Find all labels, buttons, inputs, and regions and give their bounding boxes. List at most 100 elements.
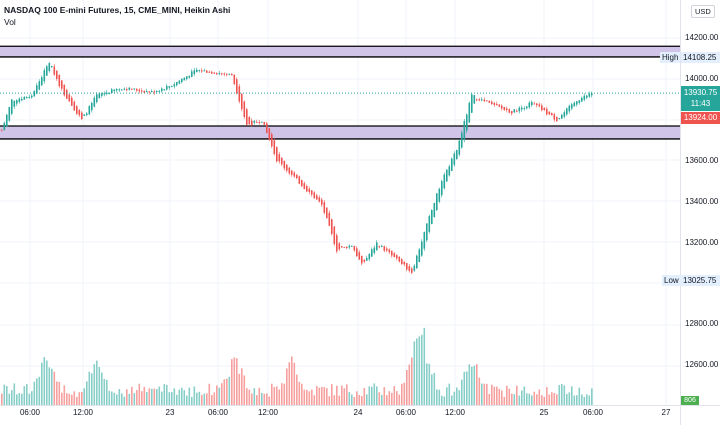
volume-bar — [411, 357, 413, 405]
candle — [356, 248, 358, 257]
candle — [33, 90, 36, 97]
candle — [431, 209, 433, 225]
volume-bar — [126, 389, 128, 405]
volume-bar — [16, 394, 18, 405]
volume-bar — [71, 394, 73, 405]
candle — [461, 132, 463, 148]
volume-bar — [161, 391, 163, 405]
price-tick: 13200.00 — [685, 237, 719, 247]
volume-bar — [478, 377, 481, 405]
volume-bar — [203, 393, 206, 405]
volume-bar — [51, 368, 53, 405]
candle — [208, 71, 211, 73]
volume-bar — [333, 395, 336, 405]
volume-bar — [366, 394, 368, 405]
volume-bar — [128, 393, 131, 405]
volume-bar — [236, 358, 238, 405]
candle — [413, 265, 416, 271]
candle — [416, 255, 418, 269]
volume-bar — [383, 387, 386, 405]
volume-bar — [286, 368, 288, 405]
low-value: 13025.75 — [681, 275, 720, 286]
volume-bar — [271, 383, 273, 405]
volume-bar — [548, 394, 551, 405]
candle — [563, 112, 566, 117]
volume-bar — [328, 396, 331, 405]
candle — [268, 128, 271, 141]
candle — [71, 97, 73, 106]
candle — [51, 65, 53, 68]
candle — [496, 103, 498, 106]
volume-bar — [151, 388, 153, 405]
candle — [331, 219, 333, 234]
volume-bar — [18, 393, 21, 405]
candle — [168, 86, 171, 88]
volume-bar — [308, 391, 311, 405]
candle — [213, 72, 216, 74]
volume-bar — [238, 373, 241, 405]
last-price-badge: 13930.75 11:43 — [681, 86, 720, 111]
candle — [556, 116, 558, 122]
volume-bar — [488, 393, 491, 405]
volume-bar — [266, 393, 268, 405]
candle — [228, 73, 231, 75]
candle — [388, 249, 391, 253]
candle — [548, 111, 551, 115]
candle — [233, 74, 236, 84]
candle — [396, 255, 398, 259]
volume-bar — [171, 392, 173, 405]
candle — [588, 93, 591, 97]
volume-bar — [551, 392, 553, 405]
candle — [243, 101, 246, 117]
candle — [128, 87, 131, 90]
volume-bar — [348, 392, 351, 405]
volume-bar — [33, 381, 36, 405]
candle — [378, 246, 381, 248]
volume-bar — [501, 390, 503, 405]
volume-bar — [486, 383, 488, 405]
bar-countdown: 11:43 — [690, 99, 711, 108]
volume-bar — [481, 383, 483, 405]
candle — [528, 102, 531, 108]
candle — [568, 105, 571, 112]
volume-bar — [146, 392, 148, 405]
candle — [241, 93, 243, 110]
candle — [493, 102, 496, 105]
time-tick: 06:00 — [19, 408, 41, 417]
volume-bar — [281, 383, 283, 405]
candle — [463, 121, 466, 141]
candle — [173, 84, 176, 87]
candle — [221, 73, 223, 75]
candle — [98, 93, 101, 99]
volume-bar — [158, 386, 161, 405]
candle — [138, 89, 141, 92]
candle — [21, 98, 23, 101]
volume-bar — [178, 389, 181, 405]
candle — [31, 95, 33, 98]
candle — [198, 69, 201, 71]
candle — [183, 77, 186, 81]
volume-bar — [101, 372, 103, 405]
candle — [116, 89, 118, 91]
candle — [543, 107, 546, 110]
volume-bar — [326, 388, 328, 405]
candle — [321, 199, 323, 205]
volume-bar — [388, 391, 391, 405]
currency-button[interactable]: USD — [691, 5, 715, 18]
volume-bar — [381, 394, 383, 405]
candle — [13, 100, 16, 107]
volume-bar — [111, 391, 113, 405]
candle — [58, 74, 61, 87]
candle — [383, 246, 386, 251]
volume-bar — [398, 394, 401, 405]
candle — [253, 120, 256, 123]
candle — [83, 114, 86, 116]
candle — [336, 235, 338, 252]
candle — [133, 88, 136, 90]
candle — [558, 118, 561, 120]
volume-bar — [116, 394, 118, 405]
volume-bar — [588, 395, 591, 405]
candle — [218, 73, 221, 75]
candle — [408, 266, 411, 271]
